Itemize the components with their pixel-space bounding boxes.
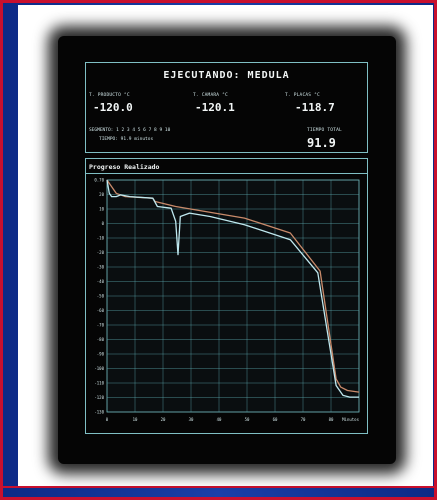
readout-value-camara: -120.1 [195, 101, 235, 114]
x-tick-label: 30 [189, 417, 194, 422]
y-tick-label: -100 [94, 366, 104, 371]
y-tick-label: 10 [99, 207, 104, 212]
x-tick-label: 10 [133, 417, 138, 422]
y-tick-label: -60 [97, 308, 105, 313]
readout-label-producto: T. PRODUCTO °C [89, 93, 130, 98]
readout-value-producto: -120.0 [93, 101, 133, 114]
x-tick-label: 50 [245, 417, 250, 422]
x-tick-label: 60 [273, 417, 278, 422]
y-tick-label: -70 [97, 323, 105, 328]
status-header-box [85, 62, 368, 153]
series-line-1 [106, 179, 359, 398]
x-tick-label: 20 [161, 417, 166, 422]
readout-label-placas: T. PLACAS °C [285, 93, 320, 98]
y-tick-label: 0 [102, 221, 105, 226]
x-tick-label: 80 [329, 417, 334, 422]
y-tick-label: 20 [99, 192, 104, 197]
y-tick-label: -90 [97, 352, 105, 357]
y-tick-label: -30 [97, 265, 105, 270]
total-time-label: TIEMPO TOTAL [307, 128, 342, 133]
total-time-value: 91.9 [307, 136, 336, 150]
y-tick-label: 0.70 [94, 178, 104, 183]
readout-value-placas: -118.7 [295, 101, 335, 114]
y-tick-label: -40 [97, 279, 105, 284]
x-tick-label: 0 [106, 417, 109, 422]
monitor-screen: EJECUTANDO: MEDULA T. PRODUCTO °C -120.0… [85, 62, 368, 434]
x-tick-label: 40 [217, 417, 222, 422]
x-tick-label: 70 [301, 417, 306, 422]
bottom-divider [0, 486, 437, 488]
chart-title: Progreso Realizado [85, 160, 368, 174]
x-tick-label: Minutos [342, 417, 359, 422]
run-title: EJECUTANDO: MEDULA [163, 70, 290, 81]
series-line-0 [106, 179, 360, 393]
y-tick-label: -80 [97, 337, 105, 342]
readout-label-camara: T. CAMARA °C [193, 93, 228, 98]
y-tick-label: -50 [97, 294, 105, 299]
chart-frame [85, 158, 368, 434]
y-tick-label: -120 [94, 395, 104, 400]
progress-chart: 0.70 20 10 0 -10 -20 -30 -40 -50 -60 -70 -80 -90 -100… [94, 178, 360, 423]
y-tick-label: -110 [94, 381, 104, 386]
y-tick-label: -10 [97, 236, 105, 241]
segment-indicator: SEGMENTO: 1 2 3 4 5 6 7 8 9 10 [89, 128, 171, 133]
y-tick-label: -130 [94, 410, 104, 415]
y-tick-label: -20 [97, 250, 105, 255]
elapsed-time: TIEMPO: 91.9 minutos [99, 137, 154, 142]
